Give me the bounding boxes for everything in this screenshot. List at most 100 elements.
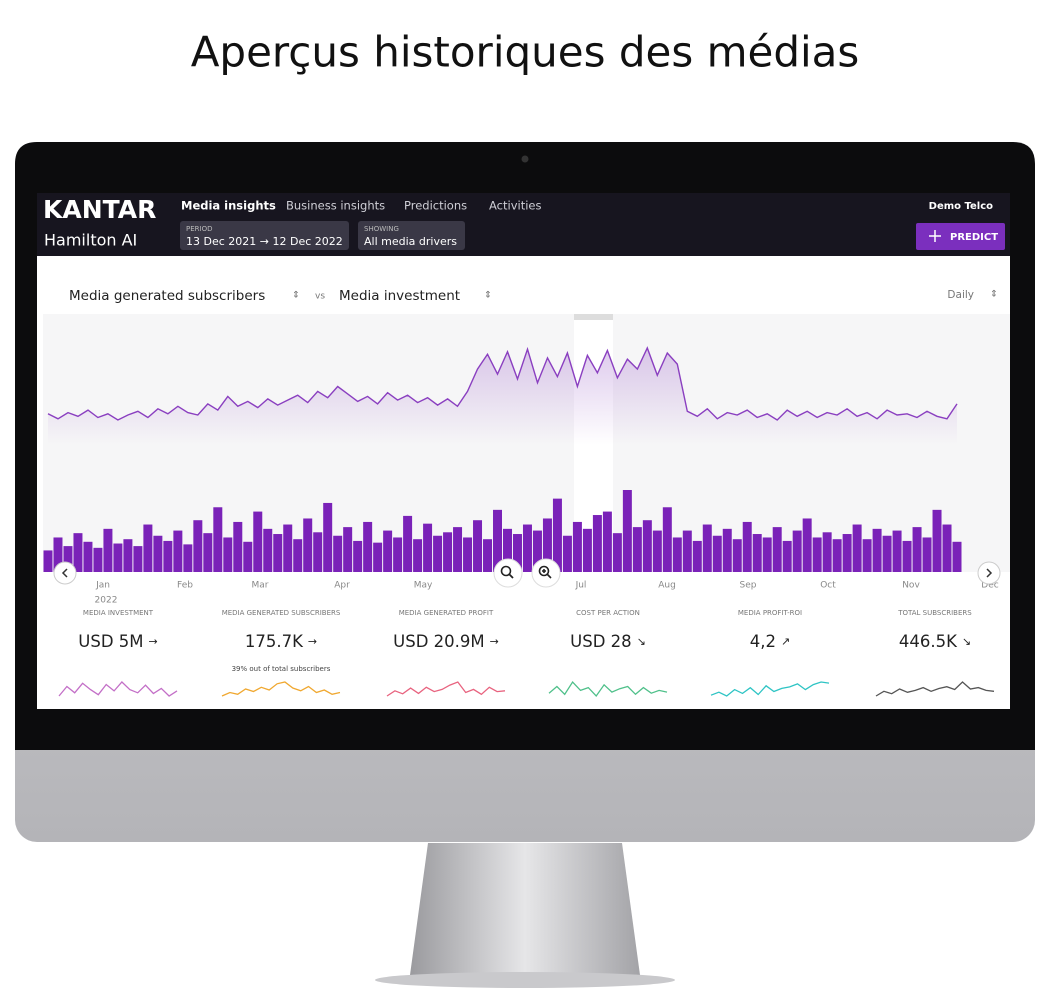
pill-label: PERIOD	[186, 225, 212, 233]
kpi-number: USD 28	[570, 632, 632, 651]
bar	[732, 539, 742, 572]
bar	[433, 535, 443, 572]
zoom-icon	[500, 565, 512, 577]
bar	[872, 528, 882, 572]
bar	[153, 535, 163, 572]
kpi-number: 4,2	[750, 632, 776, 651]
kpi-value: 4,2 ↗	[750, 632, 790, 651]
chevron	[986, 568, 993, 578]
line	[47, 346, 958, 421]
bar	[233, 521, 243, 572]
bar	[173, 530, 183, 572]
kpi-trend: ↘	[962, 635, 971, 648]
bar	[832, 539, 842, 572]
bar	[802, 518, 812, 572]
month-label: Sep	[740, 581, 757, 591]
bar	[373, 542, 383, 572]
bar	[772, 527, 782, 572]
brand: KANTAR	[43, 195, 156, 224]
kpi-label: COST PER ACTION	[576, 609, 640, 617]
month-label: Oct	[820, 581, 836, 591]
kpi-number: USD 5M	[78, 632, 143, 651]
bar	[622, 490, 632, 572]
bar	[93, 547, 103, 572]
year-label: 2022	[95, 596, 118, 606]
scroll-right[interactable]	[977, 561, 1001, 585]
metric-selector[interactable]: Media generated subscribers	[69, 288, 265, 304]
bar	[592, 515, 602, 572]
month-label: Apr	[334, 581, 350, 591]
chevron	[61, 568, 68, 578]
bar	[483, 539, 493, 572]
kpi-label: MEDIA PROFIT-ROI	[738, 609, 802, 617]
nav-item[interactable]: Activities	[489, 199, 541, 213]
month-label: Aug	[658, 581, 676, 591]
bar	[183, 544, 193, 572]
nav-item[interactable]: Business insights	[286, 199, 385, 213]
kpi-trend: →	[149, 635, 158, 648]
plus-icon	[929, 230, 941, 242]
zoom-icon	[542, 569, 552, 579]
bar	[722, 528, 732, 572]
granularity-selector[interactable]: Daily	[947, 289, 974, 301]
bar	[443, 532, 453, 572]
month-label: Nov	[902, 581, 920, 591]
nav-item[interactable]: Predictions	[404, 199, 467, 213]
predict-button[interactable]	[916, 223, 1005, 250]
bar	[742, 521, 752, 572]
bar	[752, 534, 762, 572]
metric-selector[interactable]: Media investment	[339, 288, 460, 304]
bar	[243, 541, 253, 572]
bar	[822, 532, 832, 572]
month-label: May	[414, 581, 433, 591]
zoom-out[interactable]	[493, 558, 523, 588]
bar	[363, 521, 373, 572]
bar	[323, 502, 333, 572]
page-title: Aperçus historiques des médias	[191, 28, 860, 77]
period-pill[interactable]	[180, 221, 349, 250]
bar	[882, 535, 892, 572]
kpi-label: TOTAL SUBSCRIBERS	[897, 609, 972, 617]
bar	[263, 528, 273, 572]
bar	[552, 498, 562, 572]
zoom-in[interactable]	[531, 558, 561, 588]
bar	[692, 540, 702, 572]
bar	[562, 535, 572, 572]
bar	[712, 535, 722, 572]
bar	[602, 511, 612, 572]
kpi-label: MEDIA GENERATED SUBSCRIBERS	[222, 609, 341, 617]
showing-pill[interactable]	[358, 221, 465, 250]
kpi-value: USD 20.9M →	[393, 632, 499, 651]
bar	[473, 520, 483, 572]
bar	[163, 540, 173, 572]
kpi-row: MEDIA INVESTMENT USD 5M → MEDIA GENERATED S…	[58, 609, 995, 698]
bar	[203, 533, 213, 572]
kpi-trend: →	[490, 635, 499, 648]
selector-caret: ⇕	[484, 291, 492, 301]
pill-value: All media drivers	[364, 235, 457, 248]
month-label: Dec	[981, 581, 998, 591]
bar	[143, 524, 153, 572]
pill-value: 13 Dec 2021 → 12 Dec 2022	[186, 235, 343, 248]
bar	[493, 509, 502, 572]
kpi-label: MEDIA INVESTMENT	[83, 609, 154, 617]
bar	[73, 533, 83, 572]
kpi-number: 175.7K	[245, 632, 304, 651]
bar	[952, 541, 962, 572]
bar	[612, 533, 622, 572]
account[interactable]: Demo Telco	[929, 201, 993, 212]
kpi-value: USD 5M →	[78, 632, 157, 651]
monitor-foot	[375, 972, 675, 988]
bar	[383, 530, 393, 572]
kpi-label: MEDIA GENERATED PROFIT	[399, 609, 494, 617]
bar	[283, 524, 293, 572]
bar	[672, 537, 682, 572]
nav-item[interactable]: Media insights	[181, 199, 276, 213]
bar	[932, 509, 942, 572]
bar	[522, 524, 532, 572]
zoom-icon	[538, 565, 550, 577]
predict-label: PREDICT	[950, 232, 998, 243]
scroll-left[interactable]	[53, 561, 77, 585]
month-label: Jan	[95, 581, 110, 591]
